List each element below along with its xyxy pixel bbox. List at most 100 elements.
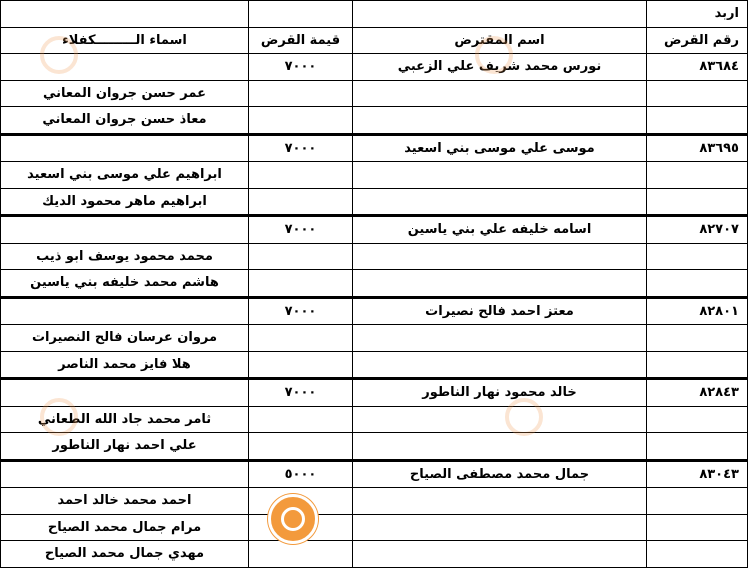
empty-cell [646,187,748,217]
table-row: عمر حسن جروان المعاني [0,79,748,107]
empty-cell [646,405,748,433]
guarantor-name: ابراهيم علي موسى بني اسعيد [0,161,249,189]
empty-cell [352,269,647,299]
empty-cell [352,106,647,136]
guarantor-name: عمر حسن جروان المعاني [0,79,249,107]
table-row: ابراهيم ماهر محمود الديك [0,187,748,217]
empty-cell [248,242,353,270]
empty-cell [0,459,249,488]
empty-cell [646,242,748,270]
table-row: ٨٣٠٤٣ جمال محمد مصطفى الصياح ٥٠٠٠ [0,459,748,488]
empty-cell [352,187,647,217]
table-row: مرام جمال محمد الصياح [0,513,748,541]
guarantor-name: احمد محمد خالد احمد [0,487,249,515]
empty-cell [248,187,353,217]
loan-number: ٨٣٦٩٥ [646,133,748,162]
empty-cell [248,405,353,433]
table-row: ٨٣٦٨٤ نورس محمد شريف علي الزعبي ٧٠٠٠ [0,53,748,81]
empty-cell [352,487,647,515]
loan-amount: ٥٠٠٠ [248,459,353,488]
empty-cell [248,79,353,107]
loan-amount: ٧٠٠٠ [248,53,353,81]
empty-cell [0,296,249,325]
borrower-name: موسى علي موسى بني اسعيد [352,133,647,162]
table-row: احمد محمد خالد احمد [0,487,748,515]
loan-number: ٨٢٨٤٣ [646,378,748,407]
empty-cell [0,215,249,244]
guarantor-name: مروان عرسان فالح النصيرات [0,324,249,352]
empty-cell [646,513,748,541]
empty-cell [248,350,353,380]
watermark-icon [505,398,543,436]
loan-number: ٨٣٠٤٣ [646,459,748,488]
empty-cell [646,269,748,299]
empty-cell [352,79,647,107]
watermark-icon [40,36,78,74]
table-row: ٨٣٦٩٥ موسى علي موسى بني اسعيد ٧٠٠٠ [0,133,748,162]
watermark-icon [40,398,78,436]
empty-cell [646,161,748,189]
table-row: معاذ حسن جروان المعاني [0,106,748,136]
loan-number: ٨٣٦٨٤ [646,53,748,81]
empty-cell [352,350,647,380]
table-row: ٨٢٨٤٣ خالد محمود نهار الناطور ٧٠٠٠ [0,378,748,407]
watermark-icon [475,36,513,74]
empty-cell [646,432,748,462]
clock-logo-icon [268,494,318,544]
empty-cell [248,161,353,189]
empty-cell [248,540,353,568]
guarantor-name: هلا فايز محمد الناصر [0,350,249,380]
guarantor-name: ابراهيم ماهر محمود الديك [0,187,249,217]
table-row: ٨٢٨٠١ معتز احمد فالح نصيرات ٧٠٠٠ [0,296,748,325]
empty-cell [352,242,647,270]
guarantor-name: علي احمد نهار الناطور [0,432,249,462]
borrower-name: معتز احمد فالح نصيرات [352,296,647,325]
empty-cell [352,540,647,568]
loan-amount: ٧٠٠٠ [248,133,353,162]
borrower-name: جمال محمد مصطفى الصياح [352,459,647,488]
loan-amount: ٧٠٠٠ [248,215,353,244]
borrower-name: اسامه خليفه علي بني ياسين [352,215,647,244]
loan-number: ٨٢٨٠١ [646,296,748,325]
loan-number: ٨٢٧٠٧ [646,215,748,244]
table-row: محمد محمود يوسف ابو ذيب [0,242,748,270]
empty-cell [352,513,647,541]
loan-amount: ٧٠٠٠ [248,378,353,407]
empty-cell [352,324,647,352]
empty-cell [646,79,748,107]
empty-cell [248,269,353,299]
guarantor-name: مهدي جمال محمد الصياح [0,540,249,568]
empty-cell [0,378,249,407]
empty-cell [352,405,647,433]
empty-cell [0,133,249,162]
loan-amount: ٧٠٠٠ [248,296,353,325]
table-row: مروان عرسان فالح النصيرات [0,324,748,352]
guarantor-name: محمد محمود يوسف ابو ذيب [0,242,249,270]
header-guarantors: اسماء الـــــــــكفلاء [0,26,249,54]
empty-cell [248,106,353,136]
empty-cell [248,432,353,462]
table-row: ثامر محمد جاد الله الطعاني [0,405,748,433]
borrower-name: خالد محمود نهار الناطور [352,378,647,407]
empty-cell [646,487,748,515]
empty-cell [646,324,748,352]
empty-cell [248,324,353,352]
empty-cell [646,350,748,380]
empty-cell [0,53,249,81]
empty-cell [352,161,647,189]
guarantor-name: هاشم محمد خليفه بني ياسين [0,269,249,299]
table-row: ابراهيم علي موسى بني اسعيد [0,161,748,189]
header-amount: قيمة القرض [248,26,353,54]
table-row: هاشم محمد خليفه بني ياسين [0,269,748,299]
city-label: اربد [646,0,748,28]
header-loan-no: رقم القرض [646,26,748,54]
guarantor-name: مرام جمال محمد الصياح [0,513,249,541]
guarantor-name: معاذ حسن جروان المعاني [0,106,249,136]
empty-cell [352,432,647,462]
empty-cell [646,106,748,136]
table-row: علي احمد نهار الناطور [0,432,748,462]
table-row: مهدي جمال محمد الصياح [0,540,748,568]
table-row: ٨٢٧٠٧ اسامه خليفه علي بني ياسين ٧٠٠٠ [0,215,748,244]
empty-cell [646,540,748,568]
